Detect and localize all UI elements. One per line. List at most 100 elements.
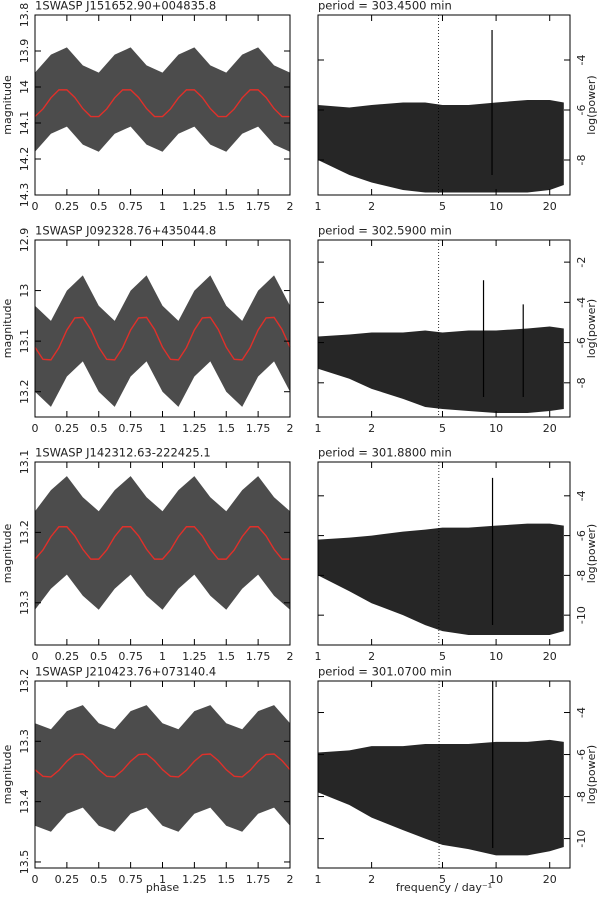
x-tick-label: 2 <box>287 650 294 663</box>
x-tick-label: 10 <box>489 422 503 435</box>
y-tick-label: -4 <box>575 55 588 66</box>
x-tick-label: 1.5 <box>218 650 236 663</box>
x-tick-label: 10 <box>489 650 503 663</box>
x-tick-label: 0.75 <box>118 422 143 435</box>
x-tick-label: 0.75 <box>118 650 143 663</box>
y-tick-label: 14.3 <box>18 183 31 208</box>
x-tick-label: 1 <box>315 422 322 435</box>
y-tick-label: 13.1 <box>18 450 31 475</box>
y-tick-label: 13.4 <box>18 789 31 814</box>
x-tick-label: 1.75 <box>246 873 271 886</box>
plot-frame <box>317 14 571 196</box>
panel-title: period = 303.4500 min <box>318 0 452 13</box>
y-axis-label: log(power) <box>585 524 598 583</box>
x-tick-label: 20 <box>543 200 557 213</box>
panel-title: 1SWASP J142312.63-222425.1 <box>35 446 211 460</box>
x-tick-label: 10 <box>489 873 503 886</box>
y-tick-label: 14 <box>18 80 31 94</box>
y-tick-label: -4 <box>575 297 588 308</box>
y-tick-label: 13 <box>18 284 31 298</box>
x-tick-label: 1.75 <box>246 650 271 663</box>
point-cloud <box>35 47 290 152</box>
x-tick-label: 5 <box>439 200 446 213</box>
binned-curve <box>34 89 290 118</box>
plot-frame <box>317 239 571 418</box>
y-tick-label: -8 <box>575 377 588 388</box>
x-tick-label: 1.25 <box>182 422 207 435</box>
y-tick-label: 12.9 <box>18 228 31 253</box>
y-axis-label: log(power) <box>585 75 598 134</box>
x-tick-label: 1 <box>159 650 166 663</box>
x-tick-label: 0.25 <box>55 650 80 663</box>
x-tick-label: 1 <box>315 873 322 886</box>
x-tick-label: 1.5 <box>218 422 236 435</box>
x-axis-label: phase <box>146 881 179 894</box>
x-axis-label: frequency / day⁻¹ <box>396 881 492 894</box>
y-tick-label: 13.2 <box>18 379 31 404</box>
x-tick-label: 0 <box>32 422 39 435</box>
y-tick-label: 13.8 <box>18 3 31 28</box>
x-tick-label: 0.5 <box>90 422 108 435</box>
y-tick-label: -2 <box>575 257 588 268</box>
panel-title: 1SWASP J092328.76+435044.8 <box>35 224 216 238</box>
x-tick-label: 0.5 <box>90 200 108 213</box>
y-tick-label: -10 <box>575 830 588 848</box>
point-cloud <box>35 476 290 610</box>
power-spectrum <box>318 100 564 193</box>
x-tick-label: 1.25 <box>182 873 207 886</box>
plot-frame <box>317 461 571 646</box>
point-cloud <box>35 705 290 832</box>
y-tick-label: -6 <box>575 337 588 348</box>
binned-curve <box>34 526 290 560</box>
x-tick-label: 20 <box>543 422 557 435</box>
x-tick-label: 1.25 <box>182 650 207 663</box>
y-tick-label: 14.1 <box>18 111 31 136</box>
x-tick-label: 1 <box>159 200 166 213</box>
binned-curve <box>34 316 291 361</box>
panel-title: 1SWASP J151652.90+004835.8 <box>35 0 216 13</box>
power-spectrum <box>318 523 564 636</box>
y-tick-label: -8 <box>575 570 588 581</box>
panel-title: period = 301.0700 min <box>318 665 452 679</box>
x-tick-label: 0.5 <box>90 650 108 663</box>
x-tick-label: 0.75 <box>118 873 143 886</box>
x-tick-label: 1 <box>159 422 166 435</box>
y-axis-label: magnitude <box>1 75 14 135</box>
x-tick-label: 20 <box>543 873 557 886</box>
x-tick-label: 2 <box>287 422 294 435</box>
y-axis-label: log(power) <box>585 299 598 358</box>
y-tick-label: -8 <box>575 155 588 166</box>
x-tick-label: 2 <box>368 873 375 886</box>
x-tick-label: 1 <box>315 200 322 213</box>
x-tick-label: 2 <box>287 873 294 886</box>
x-tick-label: 10 <box>489 200 503 213</box>
power-spectrum <box>318 739 564 856</box>
y-tick-label: -6 <box>575 530 588 541</box>
y-axis-label: magnitude <box>1 299 14 359</box>
x-tick-label: 2 <box>287 200 294 213</box>
x-tick-label: 1.75 <box>246 200 271 213</box>
x-tick-label: 1.5 <box>218 200 236 213</box>
x-tick-label: 0.25 <box>55 422 80 435</box>
x-tick-label: 1.25 <box>182 200 207 213</box>
x-tick-label: 0 <box>32 200 39 213</box>
y-tick-label: 13.5 <box>18 850 31 875</box>
point-cloud <box>35 275 290 407</box>
y-tick-label: -6 <box>575 749 588 760</box>
y-axis-label: log(power) <box>585 745 598 804</box>
x-tick-label: 1.75 <box>246 422 271 435</box>
plot-frame <box>317 680 571 869</box>
x-tick-label: 2 <box>368 422 375 435</box>
x-tick-label: 2 <box>368 200 375 213</box>
y-tick-label: -4 <box>575 490 588 501</box>
y-tick-label: 13.2 <box>18 669 31 694</box>
x-tick-label: 1.5 <box>218 873 236 886</box>
y-tick-label: 13.2 <box>18 520 31 545</box>
x-tick-label: 0 <box>32 650 39 663</box>
y-tick-label: 13.3 <box>18 591 31 616</box>
power-spectrum <box>318 326 564 413</box>
x-tick-label: 20 <box>543 650 557 663</box>
x-tick-label: 0.25 <box>55 200 80 213</box>
y-axis-label: magnitude <box>1 524 14 584</box>
panel-title: 1SWASP J210423.76+073140.4 <box>35 665 216 679</box>
